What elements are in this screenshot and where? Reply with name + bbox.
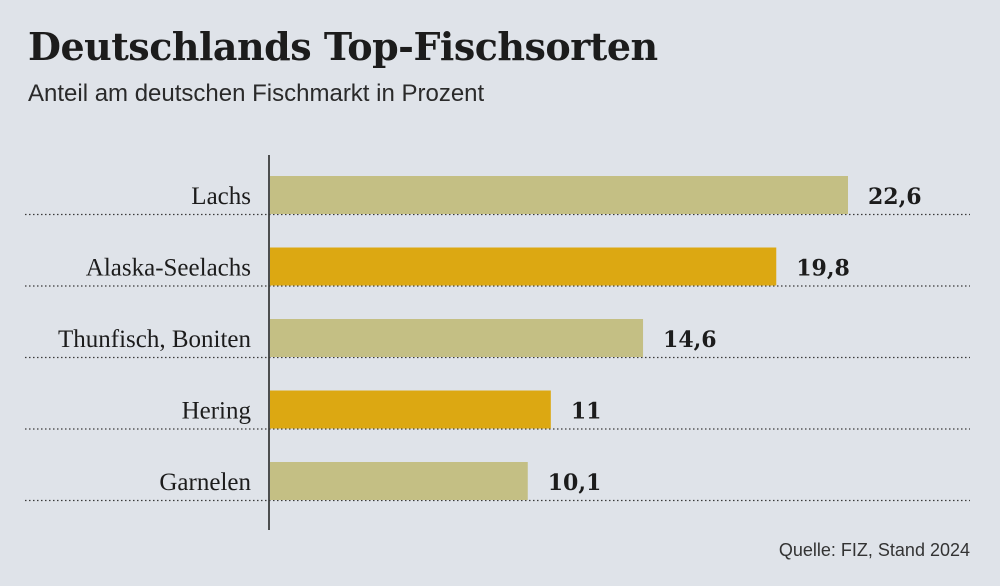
bar bbox=[270, 319, 644, 357]
source-note: Quelle: FIZ, Stand 2024 bbox=[778, 540, 970, 560]
bar bbox=[270, 247, 777, 286]
value-label: 14,6 bbox=[663, 327, 717, 353]
category-label: Garnelen bbox=[159, 469, 251, 496]
category-label: Alaska-Seelachs bbox=[86, 255, 251, 282]
chart-subtitle: Anteil am deutschen Fischmarkt in Prozen… bbox=[28, 80, 485, 107]
bar bbox=[270, 176, 848, 214]
chart-title: Deutschlands Top-Fischsorten bbox=[28, 24, 658, 69]
value-label: 10,1 bbox=[548, 470, 602, 496]
category-label: Lachs bbox=[191, 183, 251, 210]
value-label: 19,8 bbox=[796, 256, 850, 282]
bar bbox=[270, 390, 551, 429]
category-label: Hering bbox=[182, 398, 252, 425]
bar bbox=[270, 462, 528, 500]
value-label: 22,6 bbox=[868, 184, 922, 210]
chart-rows: Lachs 22,6 Alaska-Seelachs 19,8 Thunfisch, B… bbox=[25, 176, 970, 502]
value-label: 11 bbox=[571, 399, 602, 425]
category-label: Thunfisch, Boniten bbox=[58, 326, 252, 353]
